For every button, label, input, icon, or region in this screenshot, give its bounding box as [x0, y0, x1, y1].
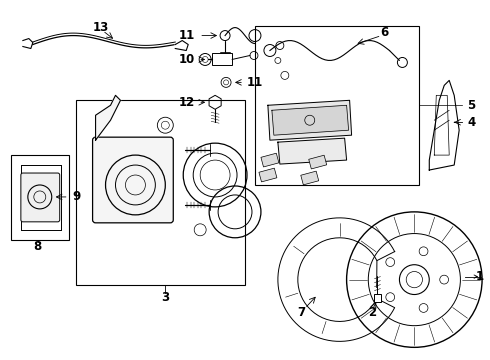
- Circle shape: [105, 155, 165, 215]
- Polygon shape: [272, 105, 348, 135]
- Text: 12: 12: [179, 96, 195, 109]
- FancyBboxPatch shape: [93, 137, 173, 223]
- Text: 1: 1: [476, 270, 484, 283]
- Bar: [11, 155, 69, 240]
- Polygon shape: [268, 100, 352, 140]
- Polygon shape: [175, 41, 188, 50]
- Text: 13: 13: [93, 21, 109, 34]
- Bar: [261, 153, 279, 167]
- Bar: [212, 54, 232, 66]
- Text: 8: 8: [34, 240, 42, 253]
- Text: 5: 5: [467, 99, 475, 112]
- Bar: [309, 155, 327, 169]
- Polygon shape: [278, 138, 346, 164]
- Polygon shape: [23, 39, 33, 49]
- Bar: [255, 26, 419, 185]
- Text: 2: 2: [368, 306, 377, 319]
- Polygon shape: [278, 218, 394, 341]
- Text: 11: 11: [179, 29, 195, 42]
- Text: 9: 9: [73, 190, 81, 203]
- Text: 3: 3: [161, 291, 170, 304]
- Text: 7: 7: [298, 306, 306, 319]
- Text: 4: 4: [467, 116, 475, 129]
- Text: 10: 10: [179, 53, 195, 66]
- Polygon shape: [429, 80, 459, 170]
- Text: 6: 6: [380, 26, 389, 39]
- Bar: [373, 293, 382, 302]
- Text: 11: 11: [247, 76, 263, 89]
- Bar: [75, 100, 245, 285]
- Bar: [301, 171, 318, 185]
- Bar: [259, 168, 277, 182]
- FancyBboxPatch shape: [21, 173, 60, 222]
- Polygon shape: [96, 95, 121, 140]
